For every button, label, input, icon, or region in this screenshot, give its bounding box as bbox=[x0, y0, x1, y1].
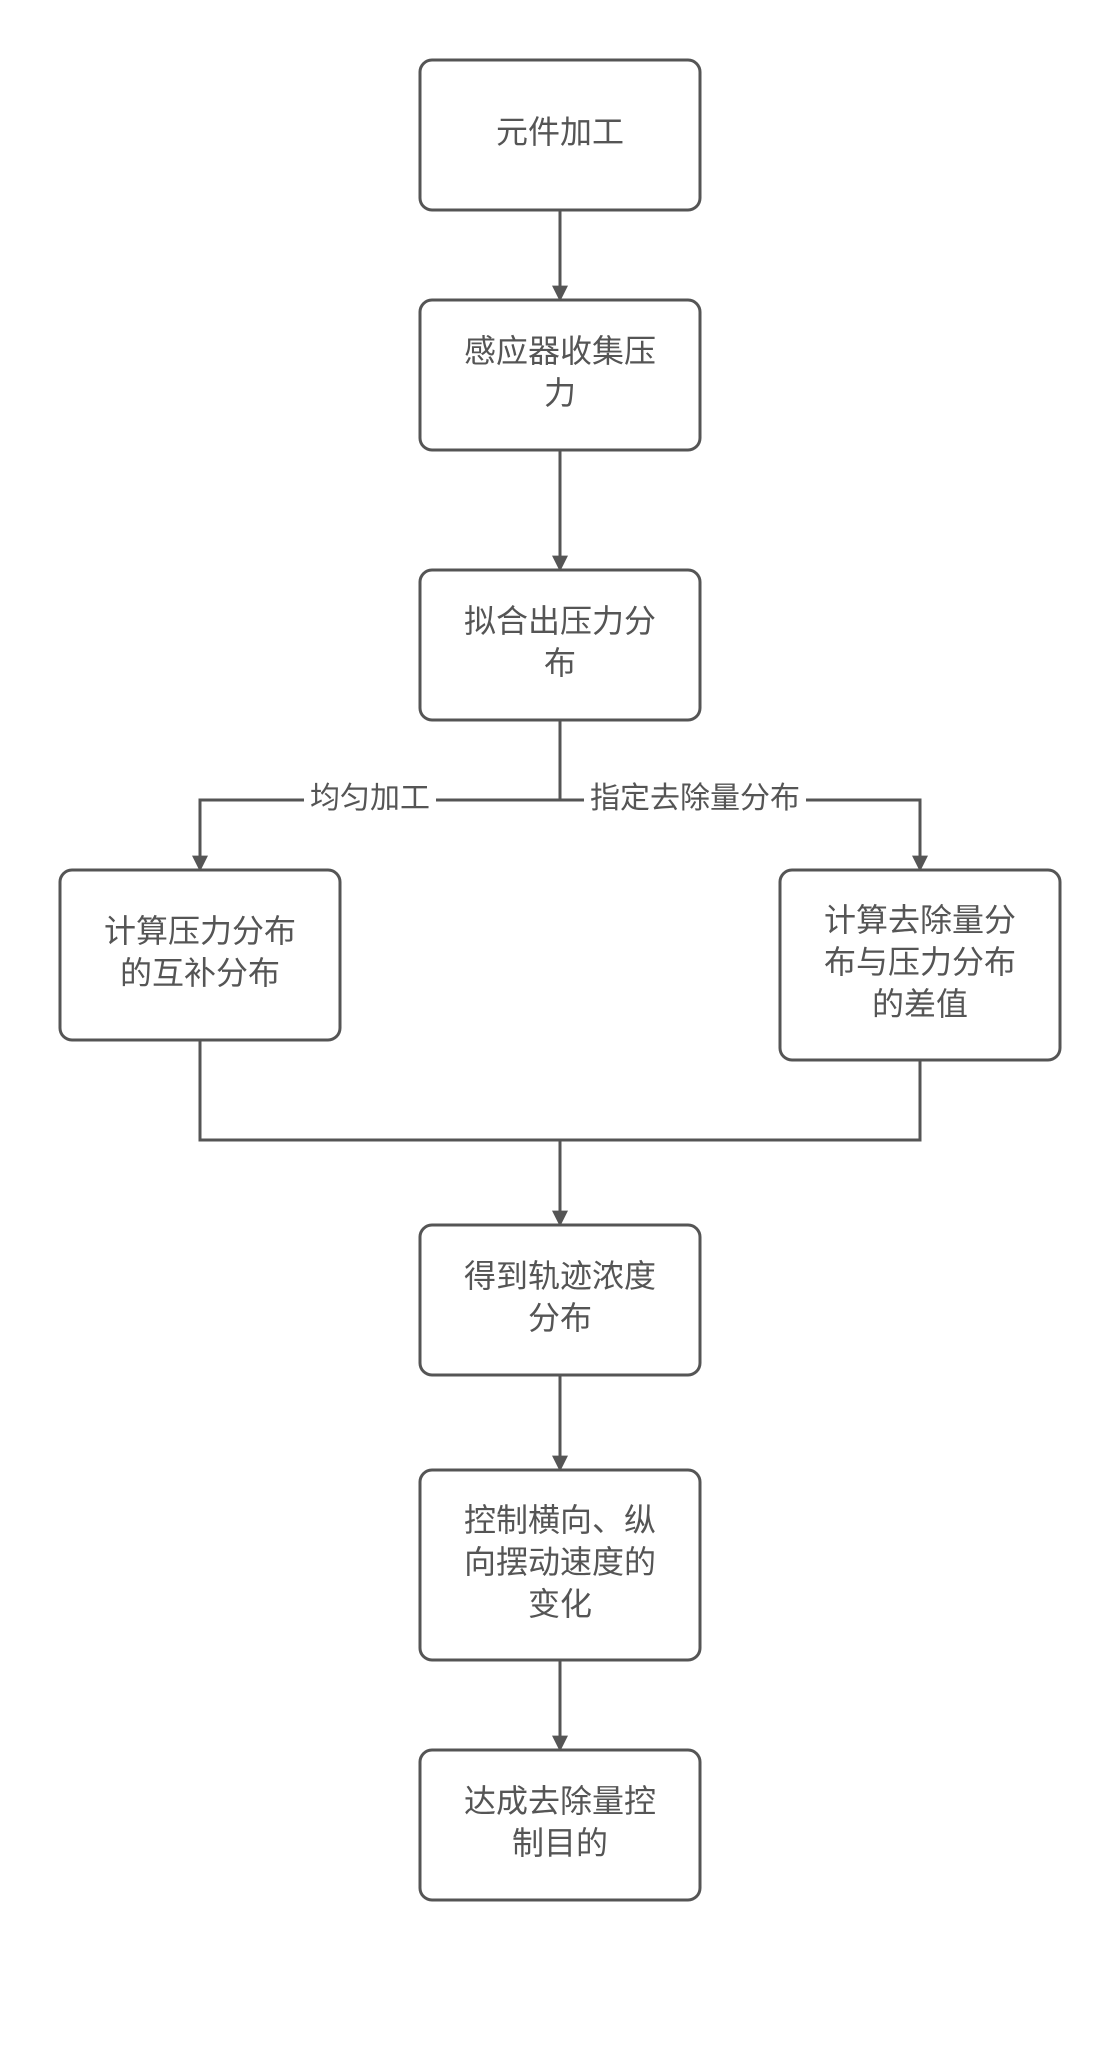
flow-edge: 均匀加工 bbox=[200, 720, 560, 870]
flowchart-svg: 均匀加工 指定去除量分布 元件加工感应器收集压力拟合出压力分布计算压力分布的互补分布… bbox=[0, 0, 1120, 2064]
flow-node: 拟合出压力分布 bbox=[420, 570, 700, 720]
flow-node: 元件加工 bbox=[420, 60, 700, 210]
node-label: 元件加工 bbox=[496, 114, 624, 150]
flow-node: 感应器收集压力 bbox=[420, 300, 700, 450]
flow-edge bbox=[560, 1060, 920, 1140]
flow-node: 得到轨迹浓度分布 bbox=[420, 1225, 700, 1375]
flow-edge: 指定去除量分布 bbox=[560, 720, 920, 870]
edge-label: 均匀加工 bbox=[310, 782, 430, 815]
flow-node: 控制横向、纵向摆动速度的变化 bbox=[420, 1470, 700, 1660]
flow-node: 计算去除量分布与压力分布的差值 bbox=[780, 870, 1060, 1060]
flow-edge bbox=[200, 1040, 560, 1225]
edge-label: 指定去除量分布 bbox=[590, 782, 800, 815]
flow-node: 计算压力分布的互补分布 bbox=[60, 870, 340, 1040]
flow-node: 达成去除量控制目的 bbox=[420, 1750, 700, 1900]
